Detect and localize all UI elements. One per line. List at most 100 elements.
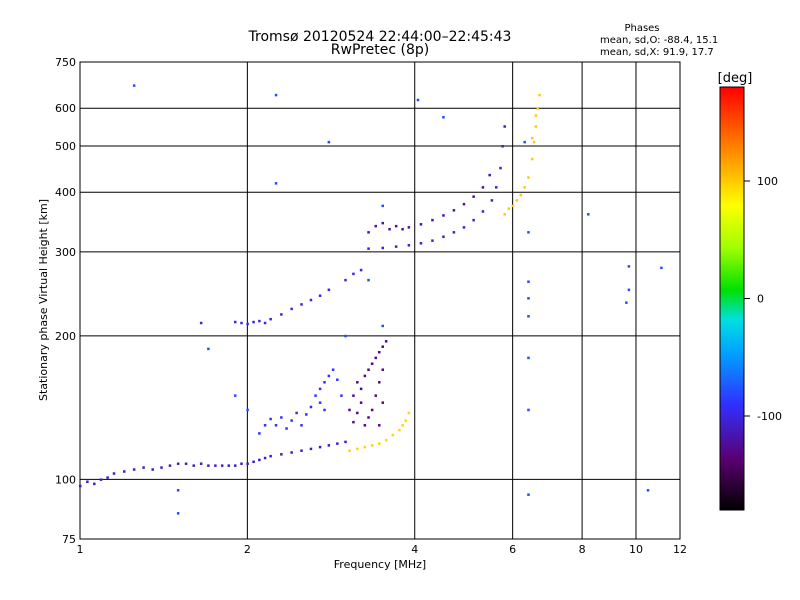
data-point: [472, 195, 475, 198]
data-point: [462, 202, 466, 206]
data-point: [274, 182, 278, 185]
data-point: [398, 428, 401, 432]
data-point: [378, 381, 381, 384]
colorbar-ticks: 100 0 -100: [744, 175, 782, 423]
data-point: [336, 442, 339, 445]
data-point: [527, 356, 530, 360]
data-point: [391, 433, 395, 437]
data-point: [132, 84, 136, 87]
data-point: [538, 93, 541, 97]
data-point: [331, 368, 335, 371]
data-point: [176, 462, 180, 465]
x-tick-label: 2: [244, 543, 251, 556]
data-point: [532, 140, 536, 144]
y-tick-label: 500: [55, 140, 76, 153]
data-point: [378, 424, 381, 427]
data-point: [370, 444, 374, 447]
data-point: [523, 140, 526, 144]
data-point: [305, 413, 308, 416]
data-point: [269, 417, 272, 421]
data-point: [442, 235, 445, 239]
data-point: [381, 368, 384, 371]
data-point: [327, 444, 331, 447]
data-point: [494, 186, 498, 189]
data-point: [356, 381, 359, 384]
data-point: [323, 381, 326, 384]
data-point: [290, 307, 293, 311]
data-point: [258, 319, 261, 323]
data-point: [142, 466, 145, 469]
data-point: [381, 345, 384, 348]
data-point: [290, 419, 293, 422]
colorbar-tick-label: 100: [757, 175, 778, 188]
x-tick-label: 6: [509, 543, 516, 556]
data-point: [214, 464, 217, 467]
data-point: [499, 166, 502, 170]
data-point: [381, 221, 384, 225]
data-points: [79, 84, 663, 515]
data-point: [93, 482, 96, 486]
data-point: [323, 408, 326, 412]
data-point: [511, 204, 515, 208]
data-point: [112, 472, 116, 475]
data-point: [660, 266, 663, 270]
data-point: [348, 449, 351, 452]
data-point: [490, 199, 494, 202]
data-point: [246, 408, 249, 412]
data-point: [318, 294, 322, 297]
data-point: [192, 464, 195, 467]
data-point: [363, 374, 367, 378]
data-point: [442, 116, 445, 119]
data-point: [501, 144, 504, 148]
data-point: [481, 210, 485, 213]
data-point: [207, 464, 210, 467]
data-point: [318, 387, 322, 391]
data-point: [300, 449, 303, 452]
data-point: [336, 378, 339, 381]
data-point: [527, 176, 530, 179]
data-point: [176, 489, 180, 492]
data-point: [263, 456, 267, 460]
data-point: [240, 462, 243, 465]
data-point: [220, 464, 224, 467]
data-point: [99, 478, 103, 481]
data-point: [300, 303, 303, 306]
data-point: [407, 411, 411, 415]
data-point: [527, 231, 530, 234]
data-point: [503, 213, 506, 216]
data-point: [378, 442, 381, 445]
data-point: [363, 445, 367, 449]
x-tick-label: 12: [673, 543, 687, 556]
data-point: [404, 419, 408, 422]
data-point: [374, 394, 377, 397]
colorbar-tick-label: -100: [757, 410, 782, 423]
data-point: [481, 186, 485, 189]
data-point: [519, 193, 523, 197]
data-point: [381, 401, 384, 404]
data-point: [359, 268, 363, 272]
data-point: [452, 209, 456, 212]
colorbar-label: [deg]: [718, 71, 753, 86]
data-point: [374, 356, 377, 360]
data-point: [359, 387, 363, 391]
data-point: [352, 420, 355, 424]
data-point: [327, 374, 331, 378]
phases-line-x: mean, sd,X: 91.9, 17.7: [600, 47, 714, 58]
data-point: [340, 394, 343, 397]
data-point: [381, 324, 384, 328]
data-point: [527, 493, 530, 496]
data-point: [394, 224, 398, 228]
chart-subtitle: RwPretec (8p): [331, 42, 429, 58]
data-point: [367, 231, 370, 234]
grid-lines: [79, 61, 681, 540]
data-point: [258, 458, 261, 462]
data-point: [367, 278, 370, 282]
data-point: [290, 451, 293, 454]
x-axis-label: Frequency [MHz]: [334, 558, 426, 571]
data-point: [246, 462, 249, 465]
data-point: [452, 231, 456, 234]
data-point: [534, 125, 538, 128]
data-point: [407, 244, 411, 247]
data-point: [381, 204, 384, 208]
data-point: [530, 157, 534, 161]
